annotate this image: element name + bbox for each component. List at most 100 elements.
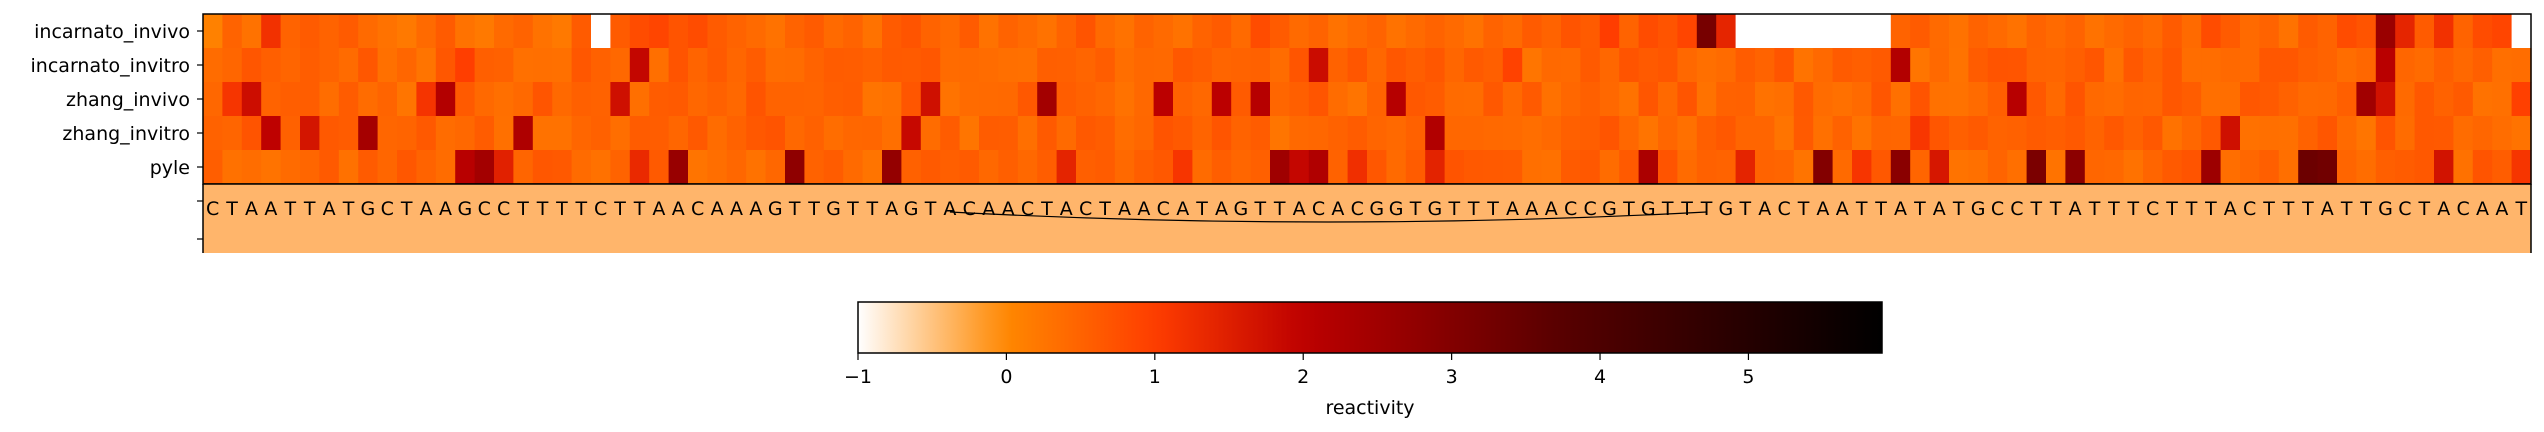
sequence-letter: T (574, 198, 587, 220)
heatmap-cell (1716, 150, 1737, 185)
heatmap-cell (2278, 48, 2299, 83)
heatmap-cell (1464, 150, 1484, 185)
heatmap-cell (1308, 116, 1329, 151)
heatmap-cell (416, 150, 437, 185)
heatmap-cell (474, 48, 495, 83)
heatmap-cell (862, 48, 883, 83)
heatmap-cell (2046, 82, 2066, 117)
heatmap-cell (1095, 14, 1116, 49)
heatmap-cell (1367, 48, 1387, 83)
heatmap-cell (823, 116, 844, 151)
sequence-letter: T (2107, 198, 2120, 220)
heatmap-cell (610, 116, 631, 151)
sequence-letter: G (458, 198, 473, 220)
sequence-letter: G (1719, 198, 1734, 220)
heatmap-cell (1813, 14, 1834, 49)
heatmap-cell (2337, 14, 2357, 49)
sequence-letter: T (283, 198, 296, 220)
heatmap-cell (2511, 14, 2532, 49)
heatmap-cell (746, 48, 767, 83)
heatmap-cell (629, 116, 650, 151)
sequence-letter: A (2495, 198, 2508, 220)
sequence-letter: T (2282, 198, 2295, 220)
sequence-letter: C (1312, 198, 1325, 220)
heatmap-cell (513, 14, 534, 49)
heatmap-cell (668, 116, 689, 151)
heatmap-cell (2395, 150, 2416, 185)
sequence-letter: A (1137, 198, 1150, 220)
sequence-letter: A (730, 198, 743, 220)
heatmap-cell (1250, 150, 1271, 185)
heatmap-cell (2065, 150, 2086, 185)
heatmap-cell (1153, 48, 1174, 83)
sequence-letter: T (2359, 198, 2372, 220)
heatmap-cell (319, 48, 340, 83)
heatmap-cell (1231, 150, 1252, 185)
heatmap-cell (261, 48, 282, 83)
heatmap-cell (1153, 14, 1174, 49)
heatmap-cell (1793, 14, 1814, 49)
heatmap-cell (397, 48, 417, 83)
heatmap-cell (1755, 48, 1775, 83)
sequence-letter: A (1816, 198, 1829, 220)
colorbar: −1 0 1 2 3 4 5 reactivity (844, 301, 1883, 419)
heatmap-cell (920, 14, 941, 49)
heatmap-cell (2434, 48, 2454, 83)
colorbar-tick-label: 1 (1149, 366, 1161, 388)
heatmap-cell (1677, 150, 1698, 185)
heatmap-cell (2181, 116, 2202, 151)
heatmap-cell (2298, 14, 2319, 49)
heatmap-cell (1852, 82, 1872, 117)
heatmap-cell (2472, 82, 2493, 117)
heatmap-cell (2104, 116, 2125, 151)
heatmap-cell (1405, 82, 1426, 117)
heatmap-cell (1464, 82, 1484, 117)
heatmap-cell (2162, 116, 2183, 151)
heatmap-cell (765, 48, 786, 83)
heatmap-cell (2414, 150, 2435, 185)
heatmap-cell (2472, 116, 2493, 151)
heatmap-cell (2220, 116, 2241, 151)
heatmap-cell (2201, 150, 2222, 185)
heatmap-cell (823, 48, 844, 83)
heatmap-cell (319, 150, 340, 185)
heatmap-cell (1289, 48, 1310, 83)
heatmap-cell (2026, 48, 2047, 83)
sequence-letter: T (846, 198, 859, 220)
heatmap-cell (2162, 150, 2183, 185)
heatmap-cell (1192, 48, 1213, 83)
heatmap-cell (882, 116, 902, 151)
heatmap-cell (261, 150, 282, 185)
heatmap-cell (338, 150, 359, 185)
base-pair-arc (949, 211, 1707, 223)
heatmap-cell (358, 82, 379, 117)
heatmap-cell (280, 116, 301, 151)
row-label: zhang_invivo (66, 89, 190, 111)
heatmap-cell (2007, 150, 2028, 185)
sequence-letter: T (788, 198, 801, 220)
heatmap-cell (435, 48, 456, 83)
colorbar-tick-label: 3 (1446, 366, 1458, 388)
heatmap-cell (1114, 150, 1135, 185)
sequence-letter: C (2456, 198, 2469, 220)
heatmap-cell (1580, 150, 1601, 185)
heatmap-cell (2337, 48, 2357, 83)
heatmap-cell (571, 150, 592, 185)
heatmap-cell (2453, 48, 2474, 83)
sequence-letter: C (478, 198, 491, 220)
heatmap-cell (1890, 116, 1911, 151)
sequence-letter: T (1273, 198, 1286, 220)
sequence-letter: C (2243, 198, 2256, 220)
heatmap-cell (2240, 150, 2260, 185)
heatmap-cell (358, 150, 379, 185)
heatmap-cell (1173, 150, 1193, 185)
heatmap-cell (2434, 150, 2454, 185)
heatmap-cell (1056, 150, 1077, 185)
heatmap-cell (532, 14, 553, 49)
heatmap-cell (571, 48, 592, 83)
heatmap-cell (1173, 82, 1193, 117)
heatmap-cell (726, 150, 747, 185)
heatmap-cell (300, 48, 320, 83)
heatmap-cell (455, 48, 476, 83)
sequence-letter: G (826, 198, 841, 220)
